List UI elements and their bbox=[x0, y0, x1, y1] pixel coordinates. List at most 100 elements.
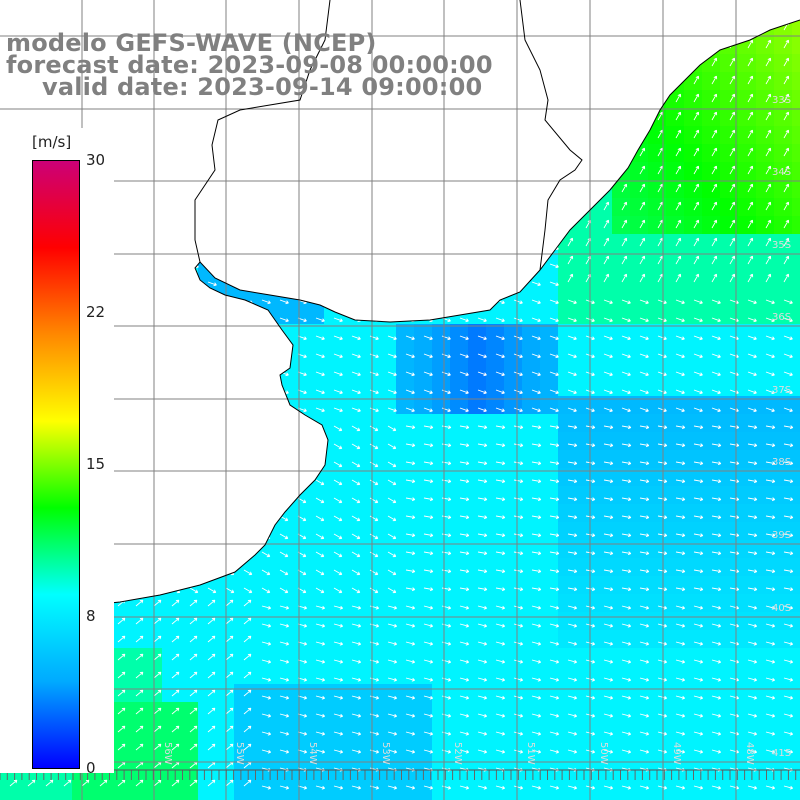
wind-arrow bbox=[405, 371, 415, 377]
speed-cell bbox=[774, 522, 793, 541]
wind-arrow bbox=[459, 731, 470, 736]
wind-arrow bbox=[369, 569, 379, 576]
speed-cell bbox=[396, 702, 415, 721]
wind-arrow bbox=[675, 677, 686, 682]
wind-arrow bbox=[675, 623, 686, 628]
speed-cell bbox=[360, 612, 379, 631]
wind-arrow bbox=[711, 785, 722, 790]
speed-cell bbox=[648, 486, 667, 505]
speed-cell bbox=[558, 396, 577, 415]
wind-arrow bbox=[765, 749, 776, 754]
speed-cell bbox=[486, 486, 505, 505]
wind-arrow bbox=[693, 749, 704, 754]
wind-arrow bbox=[315, 371, 325, 377]
speed-cell bbox=[666, 324, 685, 343]
wind-arrow bbox=[711, 533, 722, 538]
speed-cell bbox=[468, 378, 487, 397]
speed-cell bbox=[612, 468, 631, 487]
wind-arrow bbox=[639, 389, 649, 395]
speed-cell bbox=[432, 666, 451, 685]
speed-cell bbox=[486, 702, 505, 721]
wind-arrow bbox=[495, 371, 505, 377]
speed-cell bbox=[594, 414, 613, 433]
speed-cell bbox=[288, 360, 307, 379]
wind-arrow bbox=[369, 677, 380, 682]
wind-arrow bbox=[693, 335, 703, 341]
speed-cell bbox=[792, 360, 800, 379]
wind-arrow bbox=[477, 425, 488, 430]
speed-cell bbox=[720, 468, 739, 487]
wind-arrow bbox=[675, 165, 682, 175]
wind-arrow bbox=[783, 641, 794, 646]
speed-cell bbox=[288, 774, 307, 793]
wind-arrow bbox=[657, 299, 667, 305]
speed-cell bbox=[504, 792, 523, 800]
wind-arrow bbox=[765, 75, 772, 85]
wind-arrow bbox=[207, 599, 216, 607]
wind-arrow bbox=[333, 479, 343, 486]
wind-arrow bbox=[621, 677, 632, 682]
wind-arrow bbox=[423, 425, 434, 430]
wind-arrow bbox=[171, 725, 180, 733]
speed-cell bbox=[666, 360, 685, 379]
wind-arrow bbox=[693, 425, 704, 430]
speed-cell bbox=[774, 450, 793, 469]
wind-arrow bbox=[423, 677, 434, 682]
speed-cell bbox=[540, 288, 559, 307]
speed-cell bbox=[342, 396, 361, 415]
speed-cell bbox=[648, 234, 667, 253]
speed-cell bbox=[468, 486, 487, 505]
wind-arrow bbox=[693, 75, 700, 85]
wind-arrow bbox=[459, 677, 470, 682]
speed-cell bbox=[342, 666, 361, 685]
wind-arrow bbox=[279, 677, 290, 682]
wind-arrow bbox=[333, 785, 344, 790]
wind-arrow bbox=[531, 407, 541, 413]
wind-arrow bbox=[369, 641, 380, 646]
wind-arrow bbox=[621, 605, 632, 610]
speed-cell bbox=[792, 54, 800, 73]
speed-cell bbox=[756, 738, 775, 757]
speed-cell bbox=[720, 486, 739, 505]
speed-cell bbox=[756, 54, 775, 73]
speed-cell bbox=[756, 450, 775, 469]
speed-cell bbox=[648, 576, 667, 595]
wind-arrow bbox=[135, 725, 144, 733]
wind-arrow bbox=[783, 201, 790, 211]
speed-cell bbox=[630, 216, 649, 235]
wind-arrow bbox=[459, 551, 470, 556]
speed-cell bbox=[270, 738, 289, 757]
wind-arrow bbox=[639, 183, 646, 193]
wind-arrow bbox=[135, 599, 144, 607]
wind-arrow bbox=[477, 533, 488, 538]
wind-arrow bbox=[153, 635, 162, 643]
wind-arrow bbox=[567, 785, 578, 790]
latitude-label: 34S bbox=[772, 167, 791, 178]
speed-cell bbox=[414, 720, 433, 739]
speed-cell bbox=[558, 270, 577, 289]
wind-arrow bbox=[315, 659, 326, 664]
wind-arrow bbox=[351, 785, 362, 790]
wind-arrow bbox=[117, 779, 126, 787]
speed-cell bbox=[504, 756, 523, 775]
speed-cell bbox=[738, 324, 757, 343]
wind-arrow bbox=[9, 779, 18, 787]
wind-arrow bbox=[711, 497, 722, 502]
speed-cell bbox=[630, 666, 649, 685]
speed-cell bbox=[414, 522, 433, 541]
speed-cell bbox=[576, 630, 595, 649]
wind-arrow bbox=[567, 569, 578, 574]
speed-cell bbox=[756, 630, 775, 649]
speed-cell bbox=[432, 522, 451, 541]
speed-cell bbox=[666, 612, 685, 631]
wind-arrow bbox=[603, 677, 614, 682]
speed-cell bbox=[378, 666, 397, 685]
speed-cell bbox=[324, 774, 343, 793]
speed-cell bbox=[486, 738, 505, 757]
wind-arrow bbox=[387, 551, 397, 558]
wind-arrow bbox=[747, 605, 758, 610]
wind-arrow bbox=[351, 497, 361, 504]
wind-arrow bbox=[117, 743, 126, 751]
wind-arrow bbox=[765, 147, 772, 157]
speed-cell bbox=[252, 738, 271, 757]
